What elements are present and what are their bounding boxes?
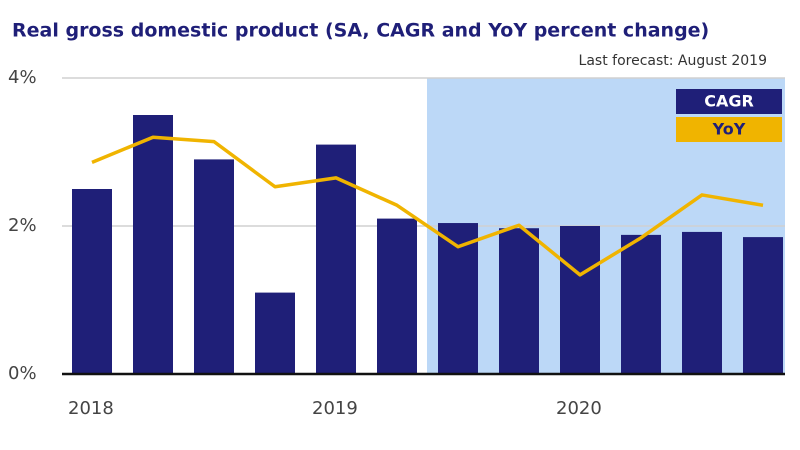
plot: 0% 2% 4% 2018 2019 2020 CAGR YoY	[8, 67, 785, 419]
line	[91, 135, 764, 277]
y-tick-label: 0%	[8, 363, 37, 384]
bar	[255, 292, 295, 374]
legend-swatch	[676, 89, 782, 114]
bar	[560, 226, 600, 374]
bar	[72, 189, 112, 374]
bar	[377, 218, 417, 374]
bar	[194, 159, 234, 374]
legend-label: CAGR	[704, 92, 754, 111]
x-tick-label: 2019	[312, 398, 358, 419]
legend-swatch	[676, 117, 782, 142]
bar	[133, 115, 173, 374]
bar	[499, 228, 539, 374]
chart-subtitle: Last forecast: August 2019	[579, 53, 767, 69]
bar	[743, 237, 783, 374]
bar	[682, 231, 722, 374]
x-tick-label: 2020	[556, 398, 602, 419]
y-tick-label: 4%	[8, 67, 37, 88]
y-tick-label: 2%	[8, 215, 37, 236]
legend-label: YoY	[712, 120, 746, 139]
bar	[621, 234, 661, 374]
chart-title: Real gross domestic product (SA, CAGR an…	[12, 20, 709, 42]
x-tick-label: 2018	[68, 398, 114, 419]
